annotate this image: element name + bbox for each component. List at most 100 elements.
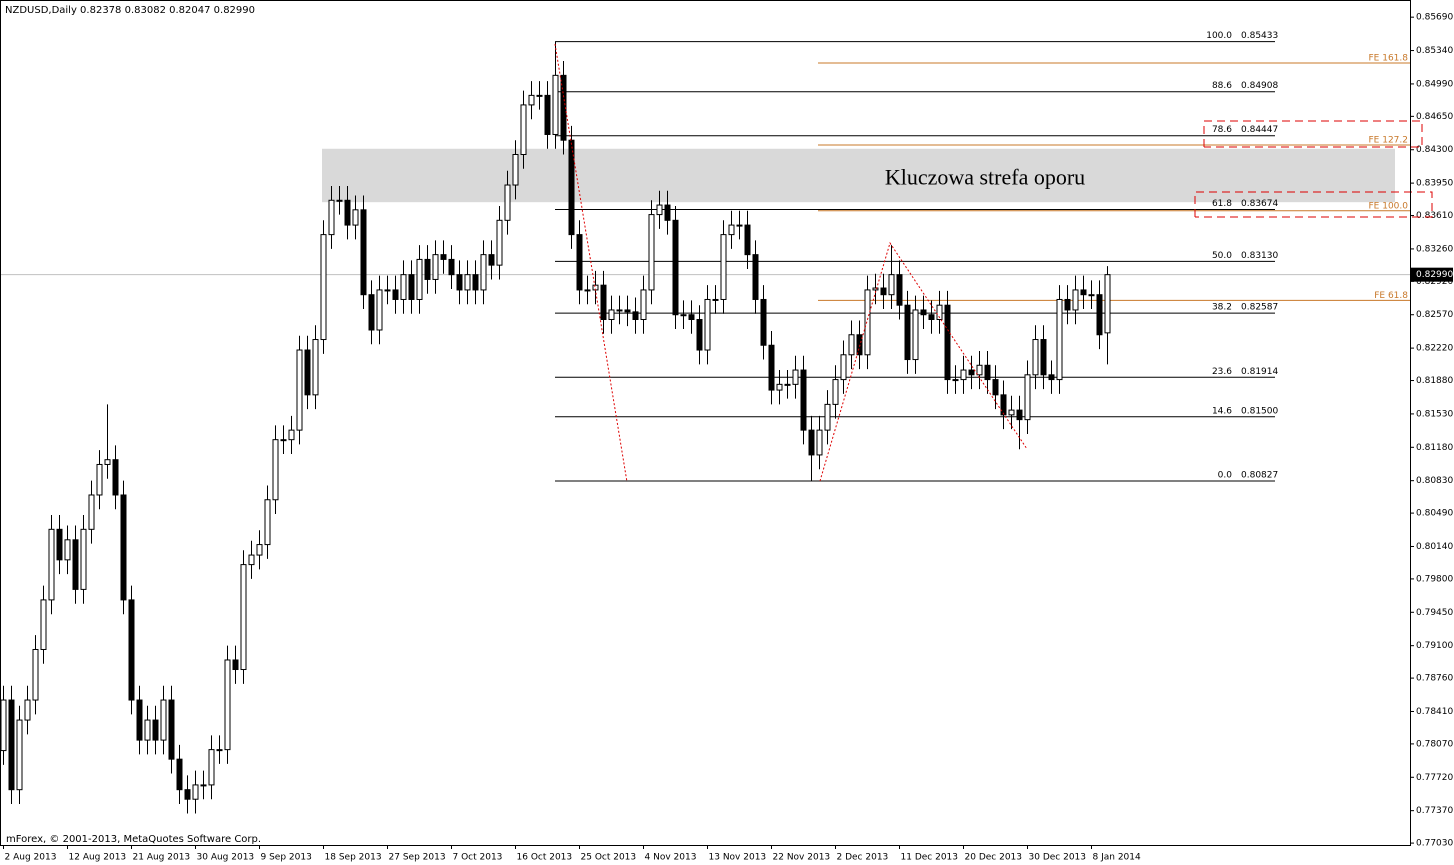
candle-body: [760, 298, 767, 346]
candle-body: [1096, 294, 1103, 336]
fib-price: 0.84908: [1241, 81, 1278, 91]
candle-body: [384, 289, 391, 292]
fib-level: 0.0: [1218, 470, 1233, 480]
x-tick-label: 30 Aug 2013: [197, 853, 255, 863]
candle-body: [72, 539, 79, 590]
plot-frame: [0, 0, 1411, 846]
candle-body: [456, 274, 463, 291]
fib-price: 0.81914: [1241, 367, 1278, 377]
candle-body: [704, 298, 711, 351]
fib-level: 14.6: [1212, 406, 1232, 416]
candle-body: [632, 311, 639, 320]
candle-body: [664, 204, 671, 221]
candle-body: [560, 74, 567, 141]
candle-body: [584, 289, 591, 292]
x-tick-label: 4 Nov 2013: [645, 853, 697, 863]
candle-body: [256, 544, 263, 556]
y-tick-label: 0.81530: [1416, 409, 1453, 419]
candle-body: [984, 364, 991, 381]
candle-body: [848, 334, 855, 356]
x-tick-label: 20 Dec 2013: [965, 853, 1023, 863]
candle-body: [280, 439, 287, 442]
candle-body: [184, 789, 191, 800]
y-tick-label: 0.79800: [1416, 574, 1453, 584]
candle-body: [488, 254, 495, 266]
y-tick-label: 0.81880: [1416, 376, 1453, 386]
candle-body: [304, 349, 311, 396]
candle-body: [960, 369, 967, 381]
candle-body: [216, 749, 223, 752]
candle-body: [784, 383, 791, 386]
candle-body: [1064, 298, 1071, 311]
candle-body: [824, 403, 831, 431]
candle-body: [368, 294, 375, 331]
candle-body: [800, 369, 807, 431]
candle-body: [888, 274, 895, 296]
candle-body: [312, 339, 319, 396]
candle-body: [1032, 339, 1039, 376]
candle-body: [120, 494, 127, 601]
candle-body: [896, 274, 903, 306]
candle-body: [240, 564, 247, 671]
candle-body: [968, 369, 975, 376]
candle-body: [1080, 289, 1087, 296]
candle-body: [608, 309, 615, 320]
candle-body: [728, 224, 735, 236]
candle-body: [352, 209, 359, 226]
y-tick-label: 0.78410: [1416, 707, 1453, 717]
x-tick-label: 27 Sep 2013: [389, 853, 446, 863]
candle-body: [152, 719, 159, 741]
candle-body: [520, 104, 527, 156]
candle-body: [0, 699, 7, 752]
candle-body: [232, 659, 239, 671]
candle-body: [856, 334, 863, 356]
candle-body: [816, 429, 823, 456]
candle-body: [392, 289, 399, 300]
current-price-box: [1411, 267, 1453, 282]
y-tick-label: 0.85690: [1416, 13, 1453, 23]
y-tick-label: 0.83260: [1416, 244, 1453, 254]
candle-body: [144, 719, 151, 741]
fib-price: 0.83674: [1241, 199, 1278, 209]
chart-title: NZDUSD,Daily 0.82378 0.83082 0.82047 0.8…: [5, 5, 255, 16]
candle-body: [736, 224, 743, 227]
y-tick-label: 0.79450: [1416, 608, 1453, 618]
fib-price: 0.82587: [1241, 303, 1278, 313]
candle-body: [1000, 394, 1007, 416]
candle-body: [616, 309, 623, 312]
y-tick-label: 0.84300: [1416, 145, 1453, 155]
candle-body: [128, 599, 135, 701]
candle-body: [440, 254, 447, 260]
candle-body: [376, 289, 383, 331]
candle-body: [952, 379, 959, 382]
x-tick-label: 16 Oct 2013: [517, 853, 573, 863]
x-tick-label: 18 Sep 2013: [325, 853, 382, 863]
candle-body: [904, 304, 911, 361]
candle-body: [464, 274, 471, 291]
y-tick-label: 0.82570: [1416, 310, 1453, 320]
candle-body: [416, 258, 423, 300]
candle-body: [808, 429, 815, 456]
candle-body: [1048, 374, 1055, 381]
candle-body: [1072, 289, 1079, 311]
y-tick-label: 0.77720: [1416, 773, 1453, 783]
candle-body: [344, 199, 351, 226]
fib-level: 88.6: [1212, 81, 1232, 91]
candle-body: [712, 298, 719, 301]
zone-label: Kluczowa strefa oporu: [885, 165, 1085, 190]
candle-body: [112, 459, 119, 496]
candle-body: [576, 234, 583, 291]
y-tick-label: 0.80490: [1416, 509, 1453, 519]
candle-body: [912, 309, 919, 361]
candle-body: [768, 344, 775, 391]
candle-body: [424, 258, 431, 280]
current-price-label: 0.82990: [1416, 270, 1453, 280]
candle-body: [320, 234, 327, 341]
candle-body: [1024, 374, 1031, 421]
y-tick-label: 0.83950: [1416, 179, 1453, 189]
candle-body: [840, 354, 847, 381]
fib-level: 23.6: [1212, 367, 1232, 377]
candle-body: [640, 289, 647, 320]
